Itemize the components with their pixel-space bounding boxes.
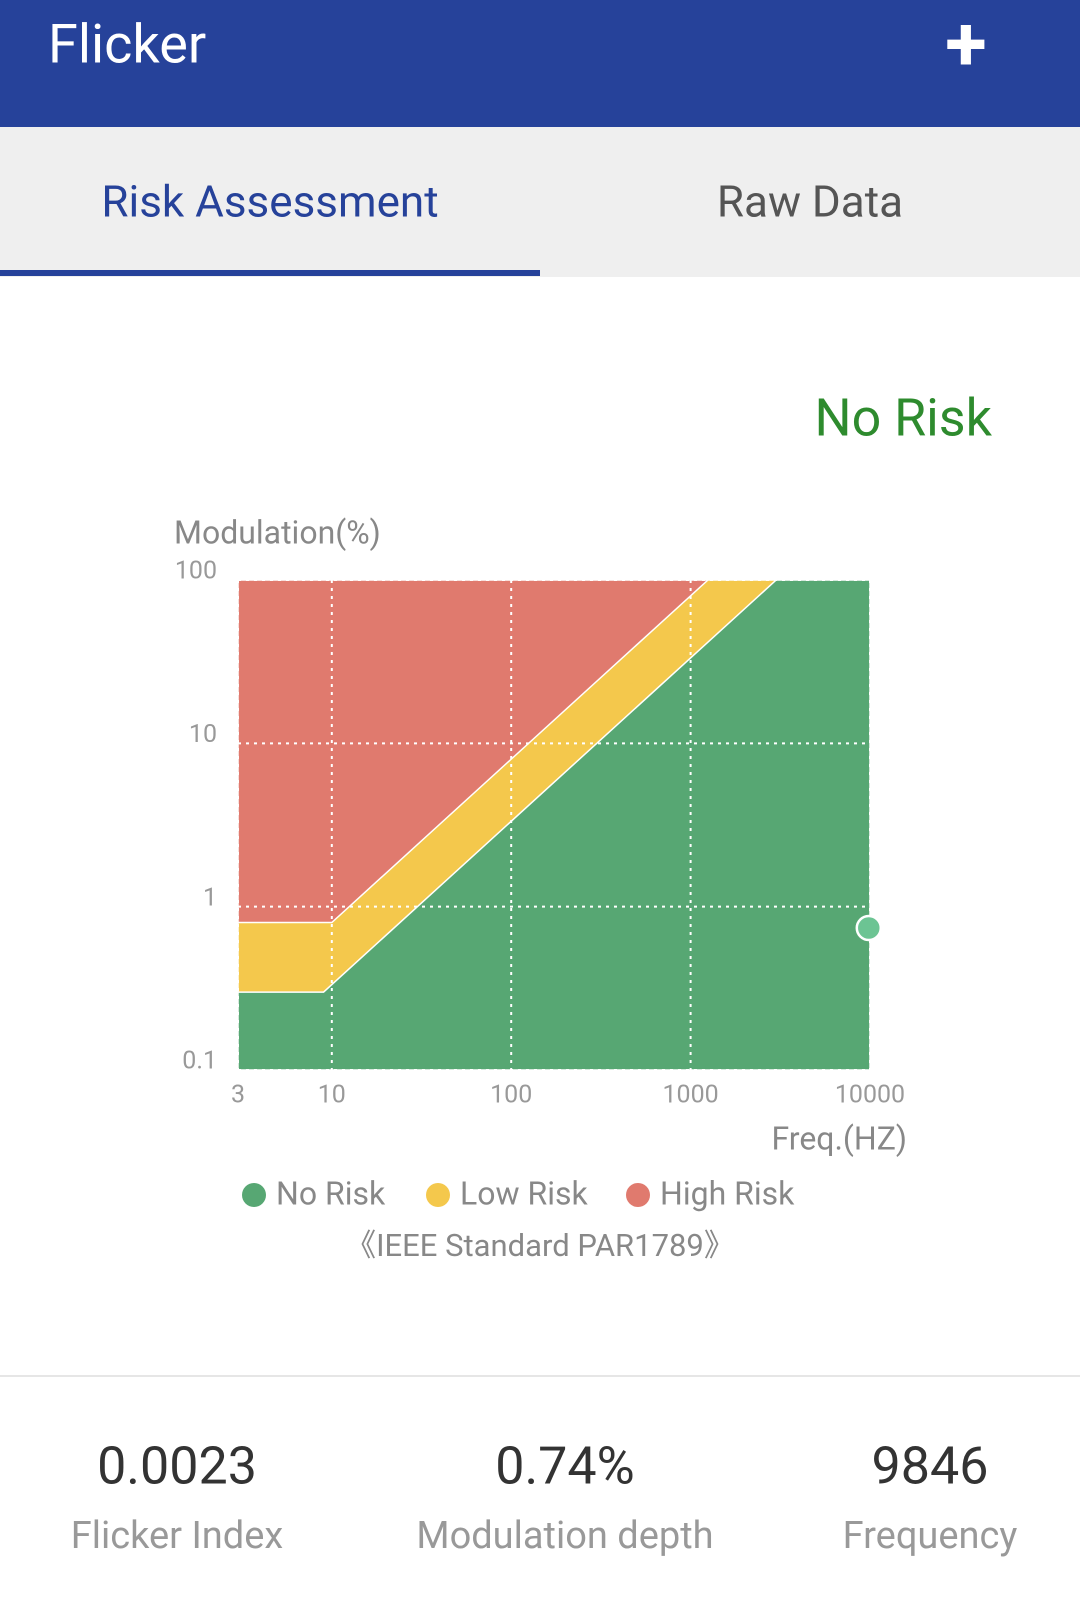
y-tick-label: 1 <box>203 883 217 912</box>
legend-label: High Risk <box>660 1174 795 1212</box>
x-tick-label: 10000 <box>835 1081 905 1110</box>
x-axis-label: Freq.(HZ) <box>771 1119 907 1157</box>
x-tick-label: 10 <box>318 1081 346 1110</box>
add-button[interactable]: + <box>945 0 986 89</box>
legend-label: No Risk <box>276 1174 386 1212</box>
y-axis-label: Modulation(%) <box>174 513 381 551</box>
tab[interactable]: Risk Assessment <box>101 176 438 228</box>
stat-label: Flicker Index <box>71 1514 284 1558</box>
y-tick-label: 100 <box>175 557 217 586</box>
legend-dot <box>426 1183 450 1207</box>
legend-dot <box>242 1183 266 1207</box>
app-title: Flicker <box>48 13 206 76</box>
stat-value: 0.74% <box>495 1436 634 1497</box>
tab-indicator <box>0 270 540 276</box>
legend-label: Low Risk <box>460 1174 588 1212</box>
y-tick-label: 0.1 <box>182 1047 217 1076</box>
legend-dot <box>626 1183 650 1207</box>
app-bar <box>0 0 1080 127</box>
stat-label: Modulation depth <box>416 1514 713 1558</box>
x-tick-label: 1000 <box>662 1081 718 1110</box>
y-tick-label: 10 <box>189 720 217 749</box>
tab[interactable]: Raw Data <box>717 176 903 228</box>
x-tick-label: 100 <box>490 1081 532 1110</box>
stat-value: 9846 <box>872 1436 989 1497</box>
risk-status: No Risk <box>814 388 992 449</box>
standard-note: 《IEEE Standard PAR1789》 <box>345 1227 735 1264</box>
stat-label: Frequency <box>843 1514 1018 1558</box>
tab-bar <box>0 127 1080 277</box>
stat-value: 0.0023 <box>97 1436 257 1497</box>
measurement-point <box>855 914 883 942</box>
x-tick-label: 3 <box>231 1081 245 1110</box>
